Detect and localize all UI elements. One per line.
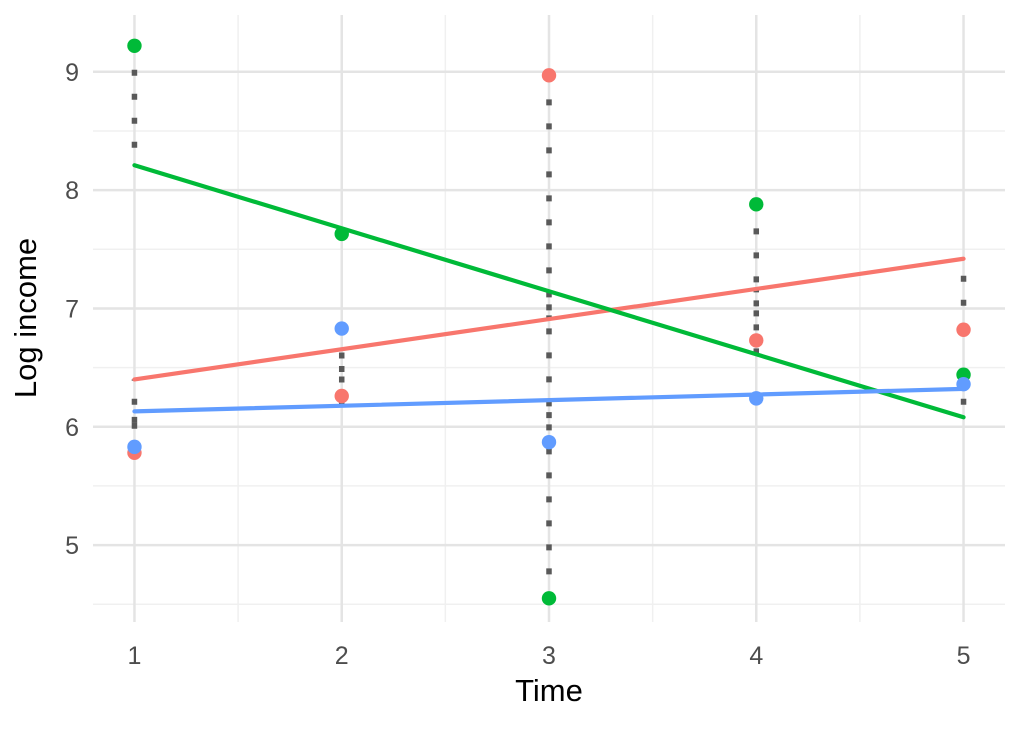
data-point-group-red	[956, 322, 971, 337]
x-tick-label: 4	[749, 642, 763, 670]
trend-line-group-green	[132, 163, 966, 420]
y-tick-label: 9	[65, 59, 79, 87]
data-point-group-green	[749, 197, 764, 212]
y-tick-label: 6	[65, 414, 79, 442]
data-point-group-green	[127, 38, 142, 53]
data-point-group-blue	[334, 321, 349, 336]
data-point-group-red	[334, 388, 349, 404]
x-axis-title: Time	[515, 673, 583, 708]
trend-line-layer	[132, 163, 966, 420]
y-tick-label: 5	[65, 532, 79, 560]
point-layer	[127, 38, 971, 606]
data-point-group-blue	[127, 439, 142, 455]
y-tick-label: 7	[65, 295, 79, 323]
axis-layer: 5 6 7 8 9 1 2 3 4 5	[65, 59, 970, 670]
trend-line-group-red	[132, 256, 966, 382]
x-tick-label: 5	[957, 642, 971, 670]
x-tick-label: 3	[542, 642, 556, 670]
data-point-group-red	[541, 68, 557, 83]
y-axis-title: Log income	[8, 238, 43, 398]
data-point-group-blue	[541, 434, 557, 450]
trend-line-group-blue	[132, 386, 966, 414]
y-tick-label: 8	[65, 177, 79, 205]
data-point-group-green	[541, 591, 557, 606]
x-tick-label: 1	[128, 642, 142, 670]
x-tick-label: 2	[335, 642, 349, 670]
data-point-group-red	[749, 333, 764, 348]
